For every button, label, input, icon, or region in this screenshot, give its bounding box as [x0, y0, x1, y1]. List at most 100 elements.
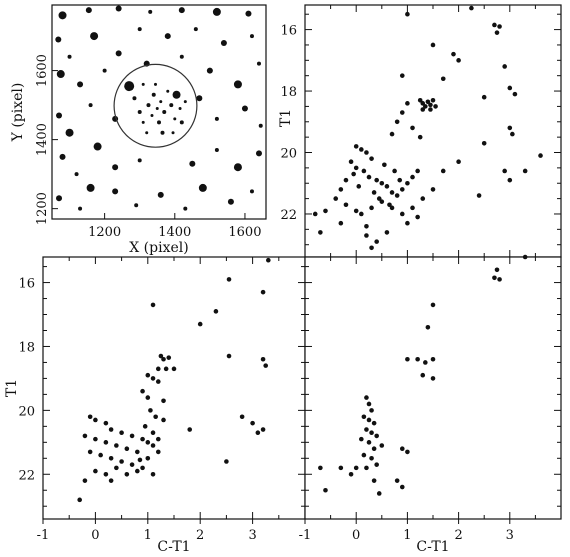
point-53 [124, 471, 130, 477]
star-37 [137, 158, 142, 163]
star-34 [74, 172, 79, 177]
point-17 [155, 379, 161, 384]
star-65 [172, 90, 181, 99]
point-3 [522, 254, 528, 260]
star-66 [178, 107, 182, 111]
point-15 [361, 414, 367, 420]
cmd-cluster-ylabel: T1 [4, 379, 20, 397]
ytick-label: 18 [280, 85, 297, 100]
star-15 [249, 34, 254, 39]
star-11 [137, 27, 142, 32]
point-19 [430, 97, 436, 103]
ytick-label: 20 [280, 147, 297, 162]
point-16 [150, 376, 156, 381]
point-42 [379, 180, 385, 186]
point-35 [364, 150, 369, 155]
star-21 [206, 67, 213, 74]
point-15 [145, 372, 151, 378]
point-73 [476, 193, 482, 198]
point-26 [369, 455, 374, 461]
field-image-xtick-label: 1600 [228, 225, 261, 240]
point-24 [142, 424, 148, 429]
point-33 [140, 436, 145, 442]
point-81 [356, 184, 362, 189]
point-14 [417, 97, 423, 103]
point-1 [492, 275, 497, 281]
field-image-ytick-label: 1600 [35, 54, 50, 87]
point-62 [255, 430, 261, 436]
cmd-field-xlabel: C-T1 [416, 539, 449, 555]
point-57 [379, 199, 385, 204]
point-56 [108, 478, 114, 483]
point-86 [364, 233, 369, 238]
star-73 [141, 82, 145, 86]
star-35 [93, 142, 102, 151]
point-5 [197, 321, 203, 327]
point-46 [399, 187, 405, 192]
point-87 [338, 220, 344, 226]
star-14 [220, 39, 227, 46]
xtick-label: 3 [248, 528, 256, 543]
point-59 [399, 211, 405, 217]
point-11 [420, 372, 426, 378]
star-49 [198, 183, 207, 192]
cmd-field-frame [304, 256, 562, 520]
star-56 [150, 113, 154, 117]
star-64 [173, 117, 177, 121]
point-58 [77, 497, 82, 503]
point-33 [353, 144, 359, 149]
point-24 [379, 443, 385, 448]
point-49 [415, 168, 420, 174]
star-47 [157, 191, 164, 198]
star-6 [245, 10, 252, 17]
point-84 [397, 177, 403, 183]
star-71 [171, 131, 175, 135]
field-image-layer: 1200 1400 1600 1200 1400 1600 [35, 5, 263, 240]
point-16 [366, 417, 372, 423]
point-27 [374, 462, 379, 467]
point-29 [353, 465, 359, 471]
point-55 [82, 478, 88, 483]
point-38 [353, 165, 359, 171]
point-43 [384, 184, 390, 189]
point-19 [369, 430, 374, 436]
star-67 [179, 120, 184, 125]
field-image-xtick-label: 1400 [158, 225, 191, 240]
star-36 [112, 164, 119, 171]
cmd-full-ylabel: T1 [278, 109, 294, 127]
point-30 [510, 131, 515, 137]
point-40 [114, 443, 119, 448]
xtick-label: -1 [37, 528, 50, 543]
star-4 [178, 7, 185, 14]
point-53 [343, 202, 349, 208]
point-54 [353, 208, 359, 214]
point-47 [405, 180, 410, 186]
star-23 [256, 61, 261, 66]
point-59 [137, 457, 143, 463]
point-7 [260, 356, 266, 362]
point-50 [343, 177, 349, 183]
point-45 [394, 193, 400, 198]
point-6 [430, 356, 436, 362]
point-65 [364, 223, 369, 229]
point-1 [405, 11, 410, 17]
star-43 [78, 206, 83, 211]
point-64 [224, 459, 229, 464]
point-22 [366, 440, 372, 445]
point-15 [420, 101, 426, 106]
point-20 [433, 104, 438, 109]
ytick-label: 22 [18, 468, 35, 483]
point-80 [376, 196, 382, 201]
point-34 [145, 440, 151, 445]
star-30 [214, 116, 219, 121]
point-13 [366, 401, 372, 407]
star-38 [189, 160, 196, 167]
point-19 [145, 395, 151, 400]
star-42 [56, 195, 63, 202]
point-17 [425, 99, 431, 105]
star-2 [115, 5, 122, 12]
cmd-cluster-frame [42, 256, 306, 520]
point-9 [405, 356, 410, 362]
point-46 [108, 455, 114, 461]
point-50 [93, 468, 98, 474]
